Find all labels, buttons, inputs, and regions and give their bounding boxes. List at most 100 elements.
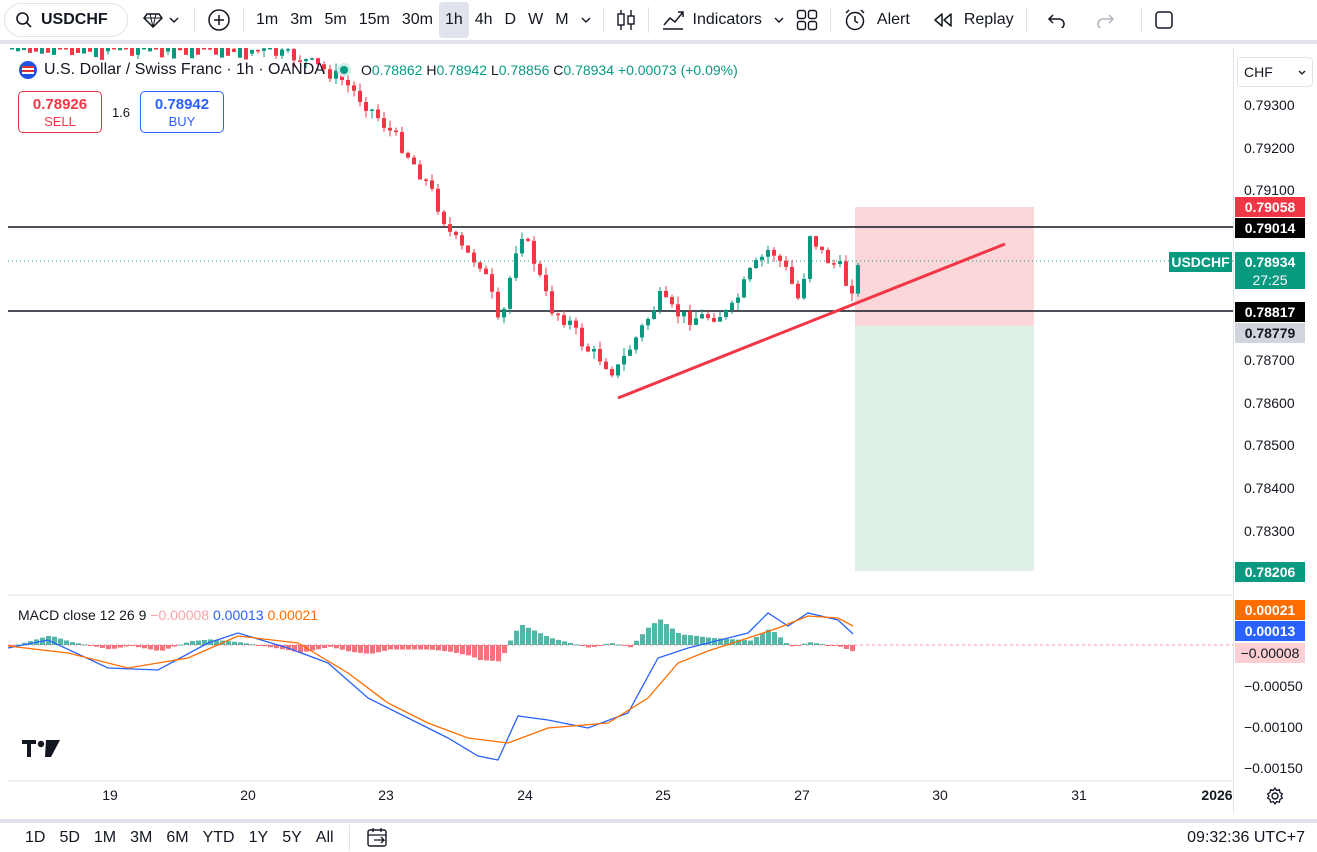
layouts-button[interactable] bbox=[790, 2, 824, 38]
macd-hist-bar bbox=[370, 645, 375, 654]
range-ytd[interactable]: YTD bbox=[202, 828, 235, 846]
candle-body bbox=[382, 118, 386, 128]
symbol-title[interactable]: U.S. Dollar / Swiss Franc · 1h · OANDA bbox=[44, 61, 325, 78]
macd-hist-bar bbox=[154, 645, 159, 651]
trendline[interactable] bbox=[617, 242, 1006, 400]
candle-body bbox=[100, 48, 104, 60]
interval-m[interactable]: M bbox=[555, 11, 569, 28]
macd-legend[interactable]: MACD close 12 26 9 −0.00008 0.00013 0.00… bbox=[18, 607, 318, 623]
candle-body bbox=[316, 58, 320, 65]
interval-1h[interactable]: 1h bbox=[438, 2, 469, 38]
macd-hist-bar bbox=[376, 645, 381, 653]
candle-body bbox=[304, 59, 308, 62]
chart-type-button[interactable] bbox=[610, 2, 642, 38]
range-5y[interactable]: 5Y bbox=[282, 828, 302, 846]
separator bbox=[243, 7, 244, 33]
candle-body bbox=[808, 236, 812, 279]
redo-button[interactable] bbox=[1089, 2, 1121, 38]
buy-label: BUY bbox=[168, 114, 196, 129]
target-price-label: 0.78206 bbox=[1235, 562, 1305, 582]
candle-body bbox=[706, 314, 710, 319]
candle-body bbox=[514, 253, 518, 278]
macd-hist-bar bbox=[466, 645, 471, 656]
separator bbox=[348, 824, 350, 851]
macd-hist-bar bbox=[70, 642, 75, 645]
date-range-icon[interactable] bbox=[366, 827, 390, 849]
candle-body bbox=[184, 48, 188, 55]
macd-hist-bar bbox=[268, 645, 273, 648]
interval-3m[interactable]: 3m bbox=[290, 11, 313, 28]
scale-settings-button[interactable] bbox=[1265, 786, 1285, 811]
candle-body bbox=[466, 245, 470, 253]
macd-hist-bar bbox=[436, 645, 441, 651]
interval-1m[interactable]: 1m bbox=[256, 11, 279, 28]
macd-hist-bar bbox=[274, 645, 279, 649]
candle-body bbox=[142, 48, 146, 50]
range-5d[interactable]: 5D bbox=[59, 828, 80, 846]
macd-hist-bar bbox=[172, 645, 177, 647]
candle-body bbox=[364, 102, 368, 111]
fullscreen-button[interactable] bbox=[1148, 2, 1180, 38]
candle-body bbox=[172, 48, 176, 59]
price-scale[interactable] bbox=[1233, 48, 1317, 813]
macd-hist-bar bbox=[700, 636, 705, 645]
undo-button[interactable] bbox=[1041, 2, 1073, 38]
macd-histogram bbox=[10, 619, 855, 662]
macd-hist-bar bbox=[556, 639, 561, 645]
indicators-dropdown[interactable] bbox=[768, 2, 790, 38]
candle-body bbox=[502, 308, 506, 318]
bar-countdown: 27:25 bbox=[1252, 272, 1288, 288]
add-symbol-button[interactable] bbox=[201, 2, 237, 38]
candle-body bbox=[592, 348, 596, 352]
macd-hist-bar bbox=[718, 638, 723, 645]
replay-button[interactable]: Replay bbox=[926, 2, 1020, 38]
candle-body bbox=[568, 320, 572, 325]
interval-5m[interactable]: 5m bbox=[324, 11, 347, 28]
chart-canvas[interactable]: 19 20 23 24 25 27 30 31 2026 bbox=[7, 38, 1233, 813]
range-3m[interactable]: 3M bbox=[130, 828, 153, 846]
macd-hist-bar bbox=[178, 644, 183, 646]
take-profit-zone[interactable] bbox=[855, 326, 1034, 571]
interval-dropdown[interactable] bbox=[575, 2, 597, 38]
time-tick: 20 bbox=[240, 787, 256, 803]
range-6m[interactable]: 6M bbox=[166, 828, 189, 846]
indicators-button[interactable]: Indicators bbox=[655, 2, 768, 38]
macd-hist-bar bbox=[460, 645, 465, 655]
stop-loss-price-label: 0.79058 bbox=[1235, 197, 1305, 217]
macd-hist-bar bbox=[802, 643, 807, 645]
macd-hist-bar bbox=[496, 645, 501, 662]
macd-hist-bar bbox=[16, 644, 21, 646]
currency-select[interactable]: CHF bbox=[1237, 57, 1313, 87]
candle-body bbox=[760, 256, 764, 261]
rewind-icon bbox=[932, 12, 954, 28]
close-value: 0.78934 bbox=[563, 62, 614, 78]
range-1m[interactable]: 1M bbox=[93, 828, 117, 846]
candle-body bbox=[598, 348, 602, 362]
candle-body bbox=[412, 157, 416, 165]
chart-pane[interactable]: 19 20 23 24 25 27 30 31 2026 bbox=[7, 38, 1233, 813]
sell-button[interactable]: 0.78926 SELL bbox=[18, 91, 102, 133]
range-1y[interactable]: 1Y bbox=[248, 828, 269, 846]
clock[interactable]: 09:32:36 UTC+7 bbox=[1187, 829, 1305, 846]
compare-symbols-button[interactable] bbox=[134, 2, 188, 38]
open-value: 0.78862 bbox=[371, 62, 423, 78]
interval-30m[interactable]: 30m bbox=[401, 11, 433, 28]
candle-body bbox=[22, 48, 26, 51]
range-all[interactable]: All bbox=[315, 828, 334, 846]
candle-body bbox=[244, 48, 248, 60]
interval-4h[interactable]: 4h bbox=[474, 11, 493, 28]
interval-d[interactable]: D bbox=[504, 11, 517, 28]
macd-hist-bar bbox=[124, 645, 129, 647]
interval-15m[interactable]: 15m bbox=[358, 11, 390, 28]
alert-button[interactable]: Alert bbox=[837, 2, 916, 38]
alarm-clock-icon bbox=[843, 8, 867, 32]
candle-body bbox=[826, 249, 830, 264]
buy-button[interactable]: 0.78942 BUY bbox=[140, 91, 224, 133]
candle-body bbox=[406, 152, 410, 158]
macd-hist-bar bbox=[394, 645, 399, 650]
candle-body bbox=[556, 313, 560, 316]
range-1d[interactable]: 1D bbox=[25, 828, 46, 846]
symbol-search[interactable]: USDCHF bbox=[4, 3, 128, 37]
candle-body bbox=[268, 48, 272, 50]
interval-w[interactable]: W bbox=[528, 11, 544, 28]
